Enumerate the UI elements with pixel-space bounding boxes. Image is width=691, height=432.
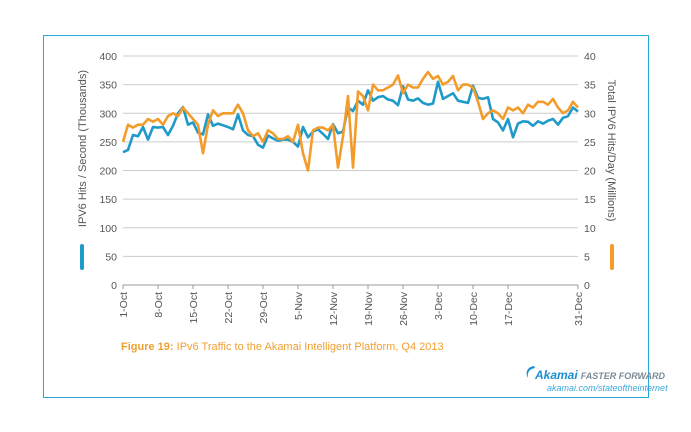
x-tick-label: 19-Nov (363, 291, 375, 326)
brand-name: Akamai (535, 368, 578, 382)
chart-frame (43, 35, 649, 398)
x-tick-label: 26-Nov (398, 291, 410, 326)
y-left-tick-label: 100 (99, 223, 117, 235)
x-tick-label: 1-Oct (118, 292, 130, 318)
y-left-tick-label: 350 (99, 80, 117, 92)
y-left-axis-label: IPV6 Hits / Second (Thousands) (77, 70, 89, 227)
brand-tagline: FASTER FORWARD (580, 371, 666, 381)
x-tick-label: 10-Dec (468, 292, 480, 326)
figure-caption: Figure 19: IPv6 Traffic to the Akamai In… (121, 341, 444, 353)
x-tick-label: 29-Oct (258, 292, 270, 324)
x-tick-label: 3-Dec (433, 292, 445, 320)
caption-text: IPv6 Traffic to the Akamai Intelligent P… (173, 341, 444, 353)
x-tick-label: 31-Dec (573, 292, 585, 326)
y-left-tick-label: 250 (99, 137, 117, 149)
x-tick-label: 22-Oct (223, 292, 235, 324)
y-left-tick-label: 200 (99, 166, 117, 178)
y-left-tick-label: 400 (99, 51, 117, 63)
y-right-tick-label: 15 (584, 194, 596, 206)
y-right-tick-label: 0 (584, 280, 590, 292)
series-line-hits-per-day (121, 70, 579, 172)
akamai-logo-icon (526, 366, 535, 378)
y-right-tick-label: 10 (584, 223, 596, 235)
y-right-axis-label: Total IPV6 Hits/Day (Millions) (605, 80, 617, 222)
y-left-tick-label: 0 (111, 280, 117, 292)
y-left-tick-label: 50 (105, 251, 117, 263)
y-right-tick-label: 20 (584, 166, 596, 178)
y-left-tick-label: 300 (99, 108, 117, 120)
y-left-tick-label: 150 (99, 194, 117, 206)
brand-line: Akamai FASTER FORWARD (535, 368, 665, 382)
x-tick-label: 17-Dec (503, 292, 515, 326)
x-tick-label: 15-Oct (188, 292, 200, 324)
y-right-tick-label: 5 (584, 251, 590, 263)
brand-url: akamai.com/stateoftheinternet (547, 383, 668, 393)
x-tick-label: 8-Oct (153, 292, 165, 318)
y-right-tick-label: 40 (584, 51, 596, 63)
caption-prefix: Figure 19: (121, 341, 174, 353)
y-right-tick-label: 35 (584, 80, 596, 92)
x-tick-label: 12-Nov (328, 291, 340, 326)
x-tick-label: 5-Nov (293, 291, 305, 320)
y-right-tick-label: 30 (584, 108, 596, 120)
y-right-tick-label: 25 (584, 137, 596, 149)
